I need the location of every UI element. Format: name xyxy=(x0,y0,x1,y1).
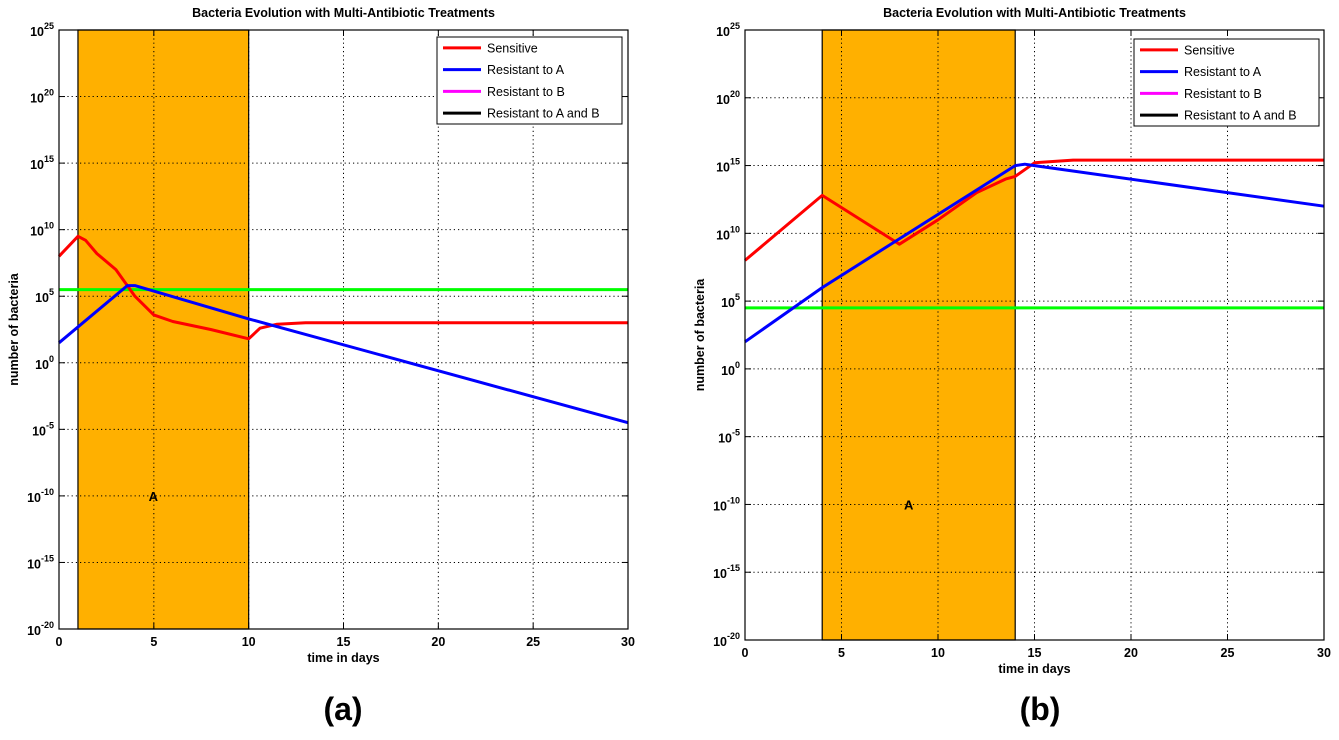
y-tick-label: 1020 xyxy=(716,89,740,107)
y-tick-label: 10-20 xyxy=(27,620,54,638)
legend-entry: Resistant to A xyxy=(1184,65,1262,79)
y-tick-label: 10-5 xyxy=(718,428,740,446)
x-tick-label: 5 xyxy=(150,635,157,649)
chart-panel-b: 0 5 10 15 20 25 30102510201015101010510010-510… xyxy=(693,6,1331,727)
treatment-region-label: A xyxy=(149,489,159,504)
y-tick-label: 1010 xyxy=(30,221,54,239)
y-axis-label: number of bacteria xyxy=(693,278,707,392)
y-tick-label: 1020 xyxy=(30,88,54,106)
y-tick-label: 10-10 xyxy=(27,487,54,505)
x-tick-label: 0 xyxy=(742,646,749,660)
panel-caption: (b) xyxy=(1020,691,1061,727)
chart-panel-a: 0 5 10 15 20 25 30102510201015101010510010-510… xyxy=(7,6,635,727)
chart-title: Bacteria Evolution with Multi-Antibiotic… xyxy=(192,6,495,20)
x-tick-label: 20 xyxy=(431,635,445,649)
x-tick-label: 10 xyxy=(242,635,256,649)
y-axis-label: number of bacteria xyxy=(7,272,21,386)
y-tick-label: 10-10 xyxy=(713,495,740,513)
y-tick-label: 105 xyxy=(35,287,54,305)
x-tick-label: 25 xyxy=(526,635,540,649)
legend-entry: Sensitive xyxy=(1184,43,1235,57)
legend-box xyxy=(436,36,623,125)
x-tick-label: 30 xyxy=(1317,646,1331,660)
x-tick-label: 15 xyxy=(337,635,351,649)
treatment-region xyxy=(77,29,250,630)
panel-caption: (a) xyxy=(323,691,362,727)
y-tick-label: 1025 xyxy=(30,21,54,39)
y-tick-label: 100 xyxy=(721,360,740,378)
x-tick-label: 25 xyxy=(1221,646,1235,660)
legend-entry: Resistant to A xyxy=(487,63,565,77)
x-tick-label: 0 xyxy=(56,635,63,649)
y-tick-label: 105 xyxy=(721,292,740,310)
y-tick-label: 1025 xyxy=(716,21,740,39)
y-tick-label: 1015 xyxy=(716,157,740,175)
series-line-resistant-a xyxy=(58,284,629,425)
y-tick-label: 1010 xyxy=(716,224,740,242)
x-tick-label: 30 xyxy=(621,635,635,649)
y-tick-label: 100 xyxy=(35,354,54,372)
treatment-region-label: A xyxy=(904,497,914,512)
x-tick-label: 15 xyxy=(1028,646,1042,660)
treatment-region xyxy=(821,29,1016,641)
legend-entry: Resistant to B xyxy=(1184,87,1262,101)
legend-box xyxy=(1133,38,1320,127)
y-tick-label: 1015 xyxy=(30,154,54,172)
x-tick-label: 10 xyxy=(931,646,945,660)
y-tick-label: 10-5 xyxy=(32,420,54,438)
y-tick-label: 10-15 xyxy=(713,563,740,581)
x-tick-label: 5 xyxy=(838,646,845,660)
legend-entry: Resistant to A and B xyxy=(1184,109,1297,123)
x-axis-label: time in days xyxy=(307,651,379,665)
y-tick-label: 10-15 xyxy=(27,553,54,571)
x-axis-label: time in days xyxy=(998,662,1070,676)
chart-title: Bacteria Evolution with Multi-Antibiotic… xyxy=(883,6,1186,20)
y-tick-label: 10-20 xyxy=(713,631,740,649)
x-tick-label: 20 xyxy=(1124,646,1138,660)
series-line-resistant-a xyxy=(744,162,1325,344)
series-line-sensitive xyxy=(744,158,1324,262)
legend-entry: Resistant to B xyxy=(487,85,565,99)
legend-entry: Resistant to A and B xyxy=(487,107,600,121)
legend-entry: Sensitive xyxy=(487,41,538,55)
series-line-sensitive xyxy=(57,234,628,341)
